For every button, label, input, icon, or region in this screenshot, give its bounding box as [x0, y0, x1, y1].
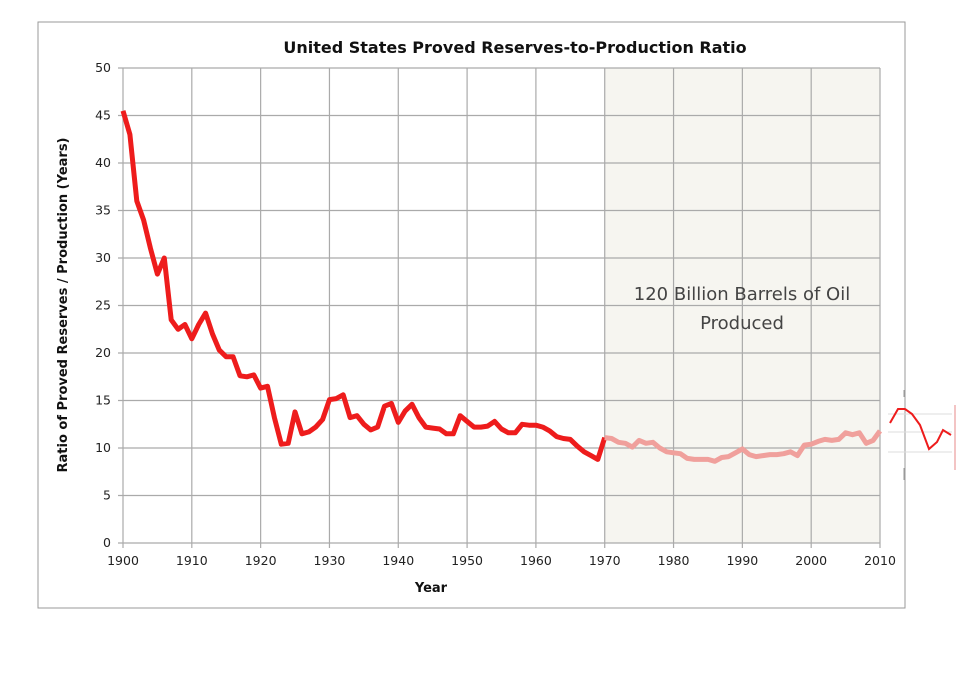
- gridlines: [118, 67, 881, 548]
- y-axis-label: Ratio of Proved Reserves / Production (Y…: [56, 138, 71, 473]
- y-tick-labels: 0 5 10 15 20 25 30 35 40 45 50: [95, 60, 111, 550]
- x-tick-label: 1950: [451, 553, 483, 568]
- x-tick-label: 1920: [245, 553, 277, 568]
- y-tick-label: 30: [95, 250, 111, 265]
- y-tick-label: 0: [103, 535, 111, 550]
- series-line-to-1970: [120, 110, 608, 462]
- y-tick-label: 5: [103, 488, 111, 503]
- y-tick-label: 10: [95, 440, 111, 455]
- y-tick-label: 35: [95, 203, 111, 218]
- y-tick-label: 50: [95, 60, 111, 75]
- x-tick-label: 1900: [107, 553, 139, 568]
- y-tick-label: 45: [95, 108, 111, 123]
- x-axis-label: Year: [414, 581, 448, 596]
- clipped-chart-fragment: [888, 390, 956, 480]
- x-tick-labels: 1900 1910 1920 1930 1940 1950 1960 1970 1980 1990…: [107, 553, 896, 568]
- series-line-after-1970: [604, 429, 883, 464]
- annotation-line1: 120 Billion Barrels of Oil: [634, 284, 850, 305]
- y-tick-label: 40: [95, 155, 111, 170]
- x-tick-label: 1980: [658, 553, 690, 568]
- annotation-line2: Produced: [700, 313, 784, 334]
- x-tick-label: 1910: [176, 553, 208, 568]
- x-tick-label: 1930: [314, 553, 346, 568]
- x-tick-label: 1970: [589, 553, 621, 568]
- x-tick-label: 1940: [382, 553, 414, 568]
- y-tick-label: 20: [95, 345, 111, 360]
- x-tick-label: 1990: [726, 553, 758, 568]
- x-tick-label: 2010: [864, 553, 896, 568]
- x-tick-label: 2000: [795, 553, 827, 568]
- x-tick-label: 1960: [520, 553, 552, 568]
- y-tick-label: 25: [95, 298, 111, 313]
- y-tick-label: 15: [95, 393, 111, 408]
- chart-title: United States Proved Reserves-to-Product…: [283, 38, 746, 57]
